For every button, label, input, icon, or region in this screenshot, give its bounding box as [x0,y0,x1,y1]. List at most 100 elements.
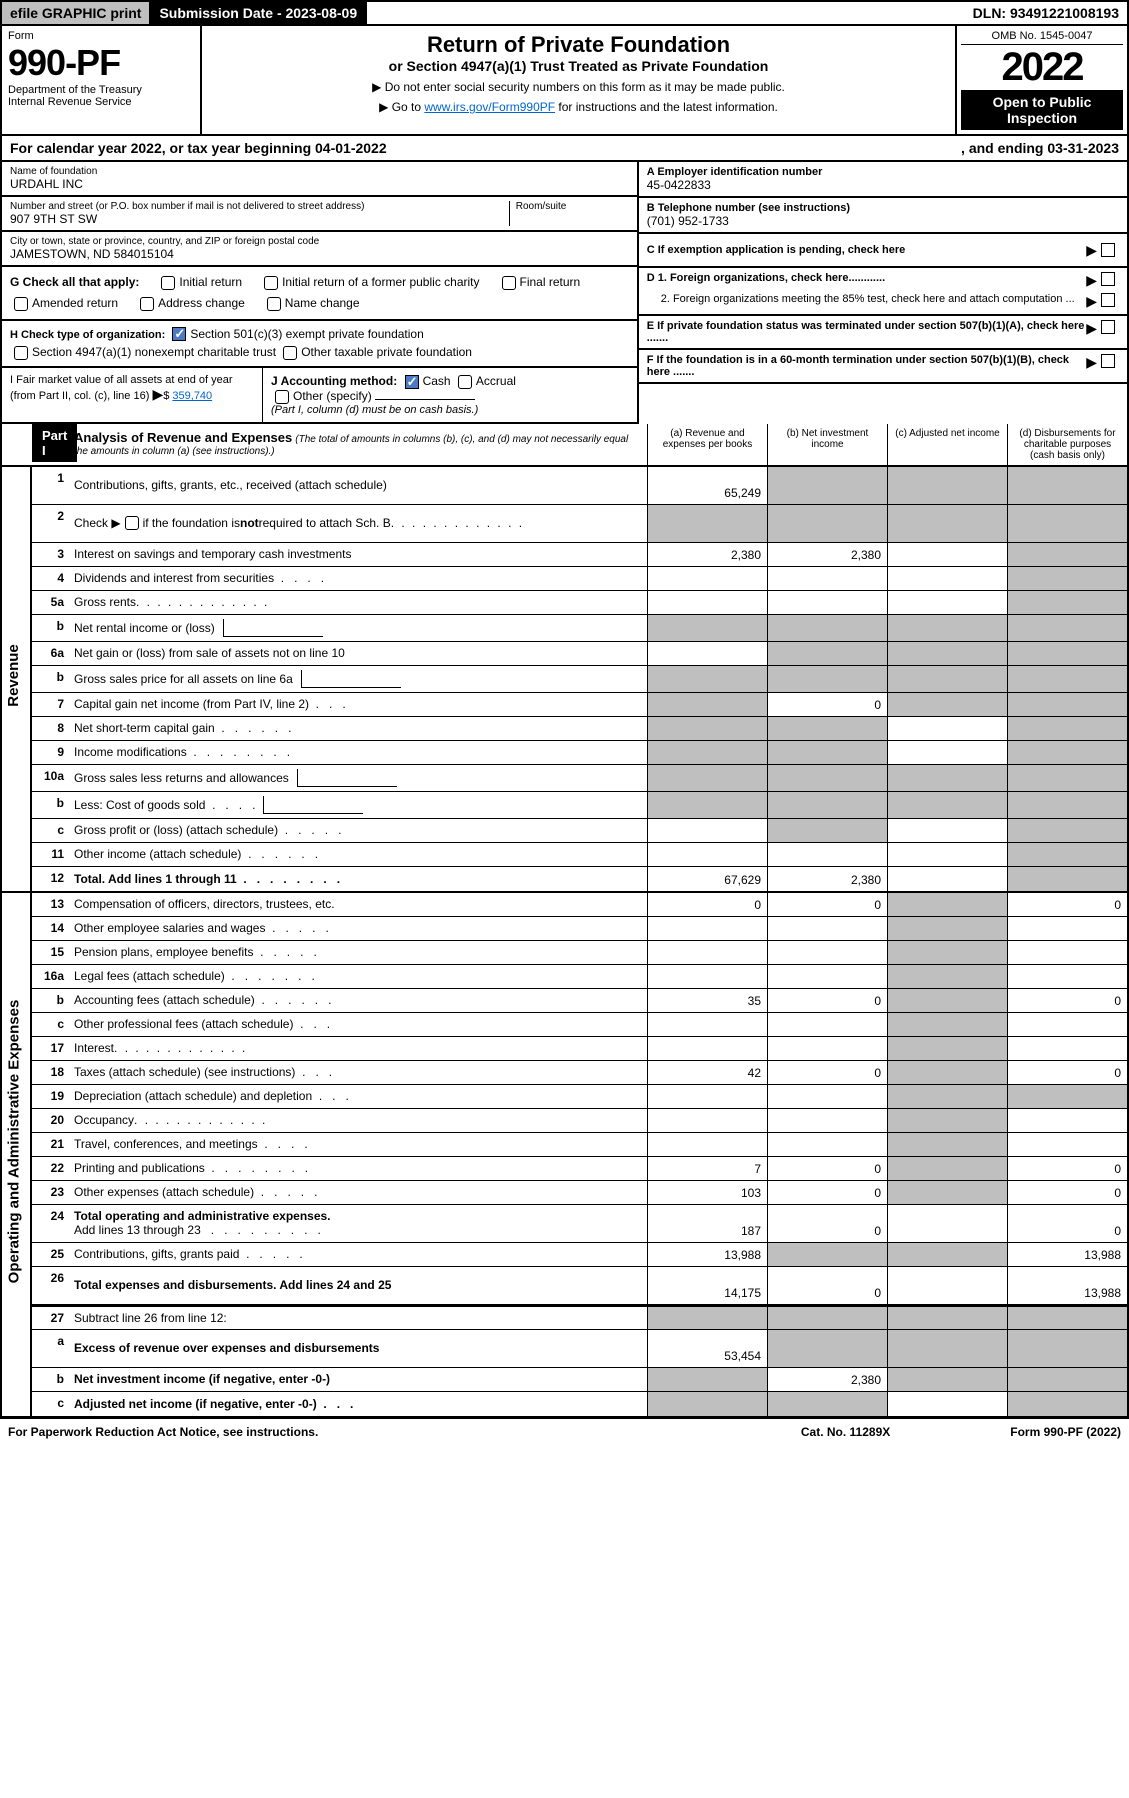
l7-b: 0 [767,693,887,716]
col-a-header: (a) Revenue and expenses per books [647,424,767,465]
col-b-header: (b) Net investment income [767,424,887,465]
calendar-year-row: For calendar year 2022, or tax year begi… [0,136,1129,162]
line-13: Compensation of officers, directors, tru… [68,893,647,916]
omb-number: OMB No. 1545-0047 [961,30,1123,45]
line-9: Income modifications . . . . . . . . [68,741,647,764]
l24-a: 187 [647,1205,767,1242]
submission-date: Submission Date - 2023-08-09 [151,2,367,24]
revenue-section: Revenue 1Contributions, gifts, grants, e… [0,467,1129,893]
line-12: Total. Add lines 1 through 11 . . . . . … [68,867,647,891]
check-c[interactable] [1101,243,1115,257]
check-initial-return[interactable]: Initial return [157,275,242,290]
l12-b: 2,380 [767,867,887,891]
check-name-change[interactable]: Name change [263,296,360,311]
fmv-link[interactable]: 359,740 [172,390,212,402]
line-16b: Accounting fees (attach schedule) . . . … [68,989,647,1012]
form-header: Form 990-PF Department of the Treasury I… [0,26,1129,136]
check-amended[interactable]: Amended return [10,296,118,311]
irs-label: Internal Revenue Service [8,96,194,108]
line-11: Other income (attach schedule) . . . . .… [68,843,647,866]
efile-print-button[interactable]: efile GRAPHIC print [2,2,151,24]
footer-right: Form 990-PF (2022) [1010,1425,1121,1439]
l22-a: 7 [647,1157,767,1180]
check-cash[interactable]: Cash [401,374,451,388]
l23-d: 0 [1007,1181,1127,1204]
line-15: Pension plans, employee benefits . . . .… [68,941,647,964]
check-other-taxable[interactable]: Other taxable private foundation [279,345,472,359]
col-d-header: (d) Disbursements for charitable purpose… [1007,424,1127,465]
l18-b: 0 [767,1061,887,1084]
section-ij: I Fair market value of all assets at end… [2,368,637,424]
check-accrual[interactable]: Accrual [454,374,516,388]
line-14: Other employee salaries and wages . . . … [68,917,647,940]
line-10c: Gross profit or (loss) (attach schedule)… [68,819,647,842]
tax-year: 2022 [961,45,1123,90]
part1-title: Analysis of Revenue and Expenses [74,430,292,445]
l24-d: 0 [1007,1205,1127,1242]
ein-value: 45-0422833 [647,178,1119,192]
line-17: Interest [68,1037,647,1060]
line-5a: Gross rents [68,591,647,614]
col-c-header: (c) Adjusted net income [887,424,1007,465]
line-27a: Excess of revenue over expenses and disb… [68,1330,647,1367]
line-22: Printing and publications . . . . . . . … [68,1157,647,1180]
line-24: Total operating and administrative expen… [68,1205,647,1242]
form-label: Form [8,30,194,42]
check-4947[interactable]: Section 4947(a)(1) nonexempt charitable … [10,345,276,359]
line-4: Dividends and interest from securities .… [68,567,647,590]
l26-d: 13,988 [1007,1267,1127,1304]
l3-a: 2,380 [647,543,767,566]
city-state-zip: JAMESTOWN, ND 584015104 [10,247,629,261]
l25-d: 13,988 [1007,1243,1127,1266]
footer: For Paperwork Reduction Act Notice, see … [0,1418,1129,1445]
check-schb[interactable] [125,516,139,530]
footer-left: For Paperwork Reduction Act Notice, see … [8,1425,318,1439]
foundation-name-cell: Name of foundation URDAHL INC [2,162,637,197]
irs-link[interactable]: www.irs.gov/Form990PF [424,100,555,114]
l13-b: 0 [767,893,887,916]
l18-d: 0 [1007,1061,1127,1084]
top-bar: efile GRAPHIC print Submission Date - 20… [0,0,1129,26]
check-other-method[interactable]: Other (specify) [271,389,629,404]
check-f[interactable] [1101,354,1115,368]
l13-d: 0 [1007,893,1127,916]
l22-b: 0 [767,1157,887,1180]
line-18: Taxes (attach schedule) (see instruction… [68,1061,647,1084]
form-title: Return of Private Foundation [208,32,949,58]
ein-cell: A Employer identification number 45-0422… [639,162,1127,198]
check-d2[interactable] [1101,293,1115,307]
form-subtitle: or Section 4947(a)(1) Trust Treated as P… [208,58,949,74]
expenses-section: Operating and Administrative Expenses 13… [0,893,1129,1418]
l16b-d: 0 [1007,989,1127,1012]
room-suite-label: Room/suite [516,201,629,212]
form-number: 990-PF [8,42,194,84]
g-label: G Check all that apply: [10,275,139,290]
l23-a: 103 [647,1181,767,1204]
line-5b: Net rental income or (loss) [68,615,647,641]
l12-a: 67,629 [647,867,767,891]
line-3: Interest on savings and temporary cash i… [68,543,647,566]
line-19: Depreciation (attach schedule) and deple… [68,1085,647,1108]
l25-a: 13,988 [647,1243,767,1266]
section-h: H Check type of organization: Section 50… [2,321,637,369]
calendar-end: , and ending 03-31-2023 [961,140,1119,156]
l3-b: 2,380 [767,543,887,566]
address-cell: Number and street (or P.O. box number if… [2,197,637,232]
l16b-b: 0 [767,989,887,1012]
telephone-value: (701) 952-1733 [647,214,1119,228]
note-ssn: ▶ Do not enter social security numbers o… [208,80,949,94]
check-final-return[interactable]: Final return [498,275,581,290]
line-1: Contributions, gifts, grants, etc., rece… [68,467,647,504]
check-d1[interactable] [1101,272,1115,286]
footer-center: Cat. No. 11289X [801,1425,890,1439]
check-address-change[interactable]: Address change [136,296,245,311]
f-cell: F If the foundation is in a 60-month ter… [639,350,1127,384]
l18-a: 42 [647,1061,767,1084]
e-cell: E If private foundation status was termi… [639,316,1127,350]
line-8: Net short-term capital gain . . . . . . [68,717,647,740]
check-e[interactable] [1101,320,1115,334]
check-501c3[interactable]: Section 501(c)(3) exempt private foundat… [168,327,423,341]
l26-a: 14,175 [647,1267,767,1304]
line-16c: Other professional fees (attach schedule… [68,1013,647,1036]
check-initial-former[interactable]: Initial return of a former public charit… [260,275,479,290]
